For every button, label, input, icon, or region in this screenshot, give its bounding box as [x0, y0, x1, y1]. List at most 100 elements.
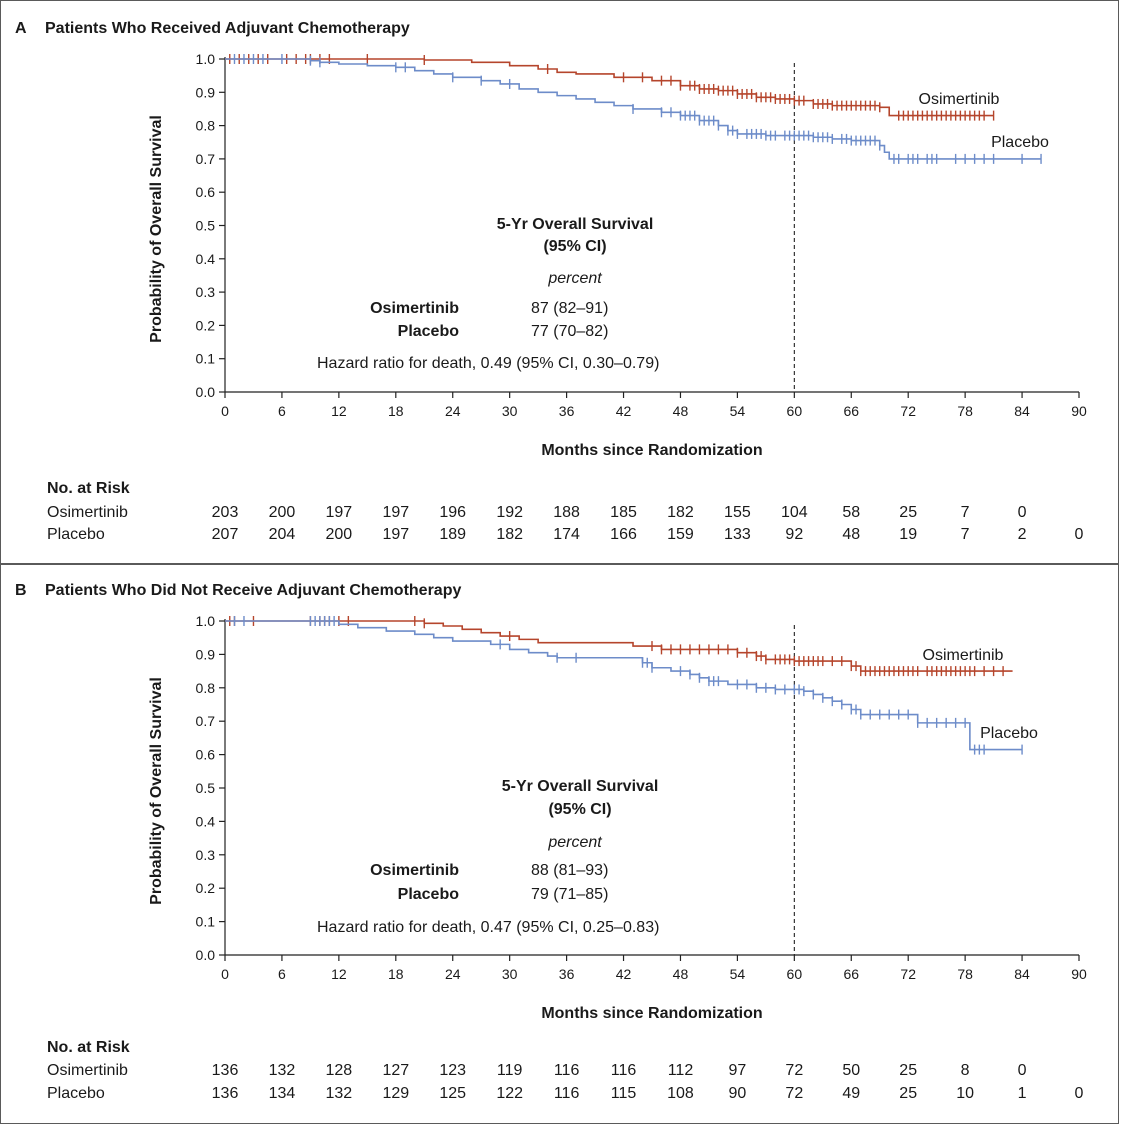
risk-count-osimertinib: 182 — [667, 504, 694, 521]
risk-count-placebo: 207 — [212, 526, 239, 543]
risk-count-placebo: 108 — [667, 1085, 694, 1102]
x-tick-label: 12 — [331, 403, 347, 419]
chart-a: A Patients Who Received Adjuvant Chemoth… — [15, 20, 1087, 543]
risk-group-osimertinib: Osimertinib — [47, 504, 128, 521]
risk-count-osimertinib: 192 — [496, 504, 523, 521]
x-tick-label: 84 — [1014, 403, 1030, 419]
risk-count-osimertinib: 197 — [326, 504, 353, 521]
risk-count-osimertinib: 136 — [212, 1062, 239, 1079]
risk-count-osimertinib: 185 — [610, 504, 637, 521]
curve-placebo — [225, 58, 1042, 160]
risk-count-placebo: 200 — [326, 526, 353, 543]
y-tick-label: 0.2 — [196, 317, 216, 333]
risk-count-placebo: 166 — [610, 526, 637, 543]
x-tick-label: 6 — [278, 966, 286, 982]
risk-count-placebo: 132 — [326, 1085, 353, 1102]
y-tick-label: 1.0 — [196, 613, 216, 629]
summary-unit: percent — [547, 270, 602, 287]
risk-count-osimertinib: 0 — [1018, 1062, 1027, 1079]
summary-heading-ci: (95% CI) — [543, 238, 606, 255]
y-tick-label: 0.8 — [196, 118, 216, 134]
risk-count-placebo: 174 — [553, 526, 580, 543]
risk-count-placebo: 129 — [382, 1085, 409, 1102]
survival-curves — [225, 54, 1042, 164]
risk-count-placebo: 116 — [554, 1085, 580, 1102]
axes — [219, 619, 1080, 961]
x-tick-label: 78 — [957, 403, 973, 419]
y-tick-label: 0.0 — [196, 384, 216, 400]
risk-count-placebo: 0 — [1075, 1085, 1084, 1102]
risk-count-osimertinib: 50 — [842, 1062, 860, 1079]
x-tick-label: 48 — [673, 403, 689, 419]
y-tick-label: 0.6 — [196, 184, 216, 200]
risk-count-osimertinib: 116 — [554, 1062, 580, 1079]
x-axis-label: Months since Randomization — [541, 442, 762, 459]
series-label-osimertinib: Osimertinib — [919, 91, 1000, 108]
panel-a: A Patients Who Received Adjuvant Chemoth… — [0, 0, 1119, 564]
x-tick-label: 12 — [331, 966, 347, 982]
x-axis-label: Months since Randomization — [541, 1005, 762, 1022]
y-tick-label: 0.8 — [196, 680, 216, 696]
x-tick-label: 36 — [559, 403, 575, 419]
x-tick-label: 42 — [616, 966, 632, 982]
x-tick-label: 66 — [843, 403, 859, 419]
x-tick-label: 30 — [502, 966, 518, 982]
x-tick-label: 48 — [673, 966, 689, 982]
risk-count-placebo: 48 — [842, 526, 860, 543]
risk-count-placebo: 204 — [269, 526, 296, 543]
risk-table-title: No. at Risk — [47, 1039, 130, 1056]
x-tick-label: 42 — [616, 403, 632, 419]
risk-count-osimertinib: 128 — [326, 1062, 353, 1079]
hazard-ratio-text: Hazard ratio for death, 0.47 (95% CI, 0.… — [317, 919, 659, 936]
risk-count-placebo: 125 — [439, 1085, 466, 1102]
risk-count-osimertinib: 72 — [785, 1062, 803, 1079]
x-tick-label: 72 — [900, 966, 916, 982]
chart-title: Patients Who Did Not Receive Adjuvant Ch… — [45, 582, 461, 599]
y-tick-label: 0.0 — [196, 947, 216, 963]
risk-table-title: No. at Risk — [47, 480, 130, 497]
risk-count-placebo: 136 — [212, 1085, 239, 1102]
x-tick-labels: 0 6 12 18 24 30 36 42 48 54 60 66 72 78 84 90 — [221, 966, 1087, 982]
y-tick-label: 0.1 — [196, 914, 216, 930]
series-label-osimertinib: Osimertinib — [923, 647, 1004, 664]
risk-counts: 136 132 128 127 123 119 116 116 112 97 72 50 25 8 0 136… — [212, 1062, 1084, 1102]
summary-value-osimertinib: 88 (81–93) — [531, 862, 608, 879]
panel-letter: A — [15, 20, 27, 37]
risk-count-osimertinib: 155 — [724, 504, 751, 521]
y-tick-label: 1.0 — [196, 51, 216, 67]
risk-count-placebo: 49 — [842, 1085, 860, 1102]
summary-group-placebo: Placebo — [398, 323, 460, 340]
y-tick-label: 0.9 — [196, 646, 216, 662]
risk-count-placebo: 122 — [496, 1085, 523, 1102]
x-tick-label: 0 — [221, 966, 229, 982]
risk-count-placebo: 7 — [961, 526, 970, 543]
risk-count-placebo: 92 — [785, 526, 803, 543]
y-tick-label: 0.3 — [196, 847, 216, 863]
y-tick-label: 0.4 — [196, 251, 216, 267]
x-tick-label: 60 — [787, 966, 803, 982]
risk-count-osimertinib: 25 — [899, 1062, 917, 1079]
risk-count-placebo: 189 — [439, 526, 466, 543]
curve-osimertinib — [225, 58, 994, 117]
y-tick-label: 0.1 — [196, 351, 216, 367]
x-tick-label: 18 — [388, 403, 404, 419]
risk-count-osimertinib: 196 — [439, 504, 466, 521]
x-tick-label: 84 — [1014, 966, 1030, 982]
risk-count-placebo: 25 — [899, 1085, 917, 1102]
y-tick-label: 0.9 — [196, 84, 216, 100]
summary-value-placebo: 77 (70–82) — [531, 323, 608, 340]
y-tick-labels: 0.0 0.1 0.2 0.3 0.4 0.5 0.6 0.7 0.8 0.9 1.0 — [196, 613, 216, 963]
risk-group-placebo: Placebo — [47, 1085, 105, 1102]
summary-heading-ci: (95% CI) — [548, 801, 611, 818]
risk-count-placebo: 115 — [611, 1085, 637, 1102]
x-tick-label: 18 — [388, 966, 404, 982]
risk-count-placebo: 134 — [269, 1085, 296, 1102]
x-tick-labels: 0 6 12 18 24 30 36 42 48 54 60 66 72 78 84 90 — [221, 403, 1087, 419]
summary-group-osimertinib: Osimertinib — [370, 300, 459, 317]
summary-group-placebo: Placebo — [398, 886, 460, 903]
panel-b: B Patients Who Did Not Receive Adjuvant … — [0, 564, 1119, 1124]
risk-count-osimertinib: 58 — [842, 504, 860, 521]
summary-value-osimertinib: 87 (82–91) — [531, 300, 608, 317]
y-tick-label: 0.7 — [196, 713, 216, 729]
panel-letter: B — [15, 582, 27, 599]
